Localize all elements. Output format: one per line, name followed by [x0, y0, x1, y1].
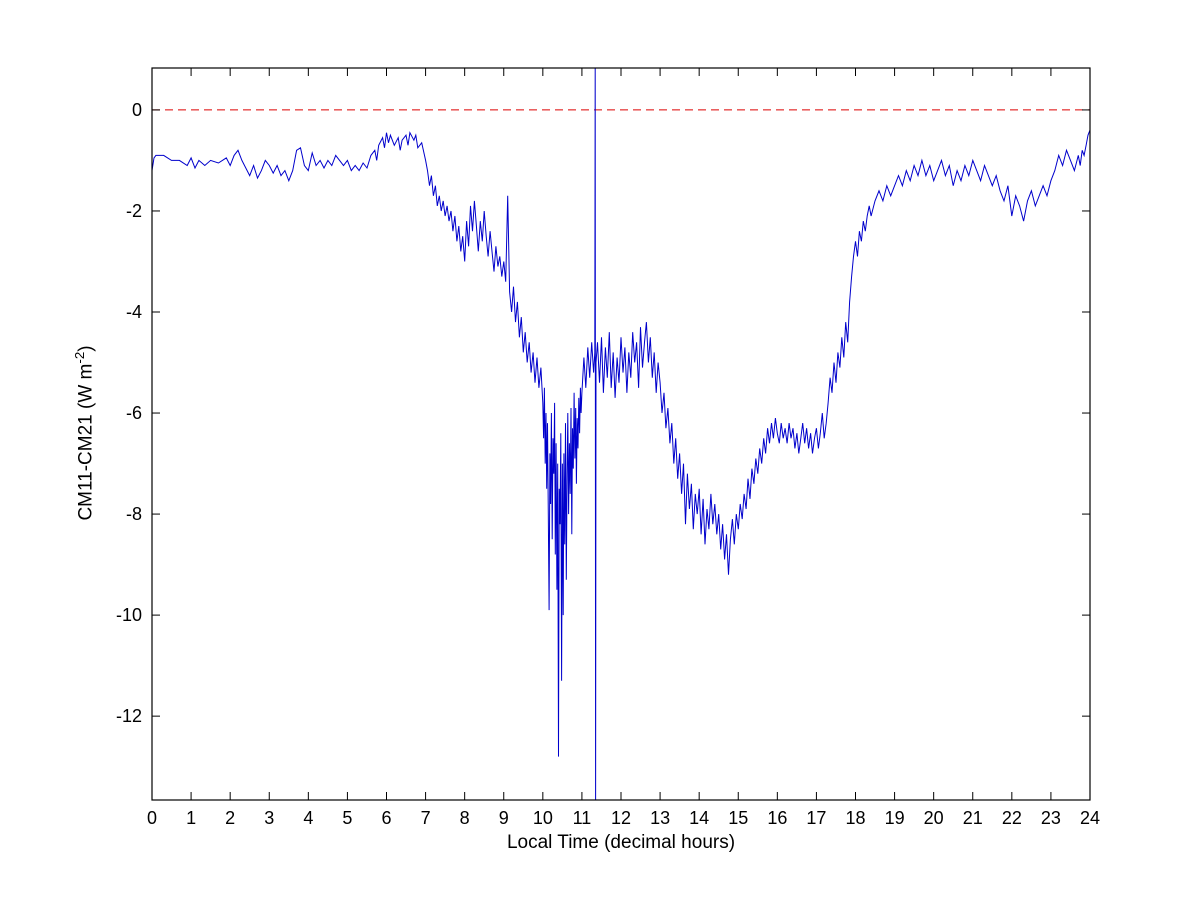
axes-box	[151, 67, 1091, 801]
x-tick-label: 7	[421, 808, 431, 828]
x-tick-label: 11	[573, 808, 592, 828]
y-tick-label: -6	[126, 403, 142, 423]
y-tick-label: -4	[126, 302, 142, 322]
x-tick-label: 1	[186, 808, 196, 828]
x-tick-label: 15	[728, 808, 748, 828]
x-tick-label: 10	[533, 808, 553, 828]
x-tick-label: 13	[650, 808, 670, 828]
x-tick-label: 22	[1002, 808, 1022, 828]
x-tick-label: 2	[225, 808, 235, 828]
y-axis-label-superscript: -2	[72, 351, 87, 364]
y-tick-label: -12	[116, 706, 142, 726]
x-axis-label: Local Time (decimal hours)	[506, 832, 736, 853]
y-tick-label: -10	[116, 605, 142, 625]
data-line	[152, 68, 1090, 800]
y-tick-label: 0	[132, 100, 142, 120]
x-tick-label: 4	[303, 808, 313, 828]
x-tick-label: 21	[963, 808, 983, 828]
x-tick-label: 16	[767, 808, 787, 828]
x-tick-label: 14	[689, 808, 709, 828]
y-tick-label: -2	[126, 201, 142, 221]
x-tick-label: 5	[342, 808, 352, 828]
x-tick-label: 17	[806, 808, 826, 828]
x-tick-label: 3	[264, 808, 274, 828]
x-tick-label: 20	[924, 808, 944, 828]
x-tick-label: 0	[147, 808, 157, 828]
x-tick-label: 24	[1080, 808, 1100, 828]
x-tick-label: 18	[845, 808, 865, 828]
y-axis-label-text: CM11-CM21 (W m	[75, 363, 97, 521]
y-tick-label: -8	[126, 504, 142, 524]
x-tick-label: 19	[885, 808, 905, 828]
x-tick-label: 8	[460, 808, 470, 828]
y-axis-label: CM11-CM21 (W m-2)	[72, 263, 98, 603]
x-tick-label: 12	[611, 808, 631, 828]
x-tick-label: 6	[381, 808, 391, 828]
y-axis-label-close: )	[75, 345, 97, 352]
x-tick-label: 23	[1041, 808, 1061, 828]
x-tick-label: 9	[499, 808, 509, 828]
